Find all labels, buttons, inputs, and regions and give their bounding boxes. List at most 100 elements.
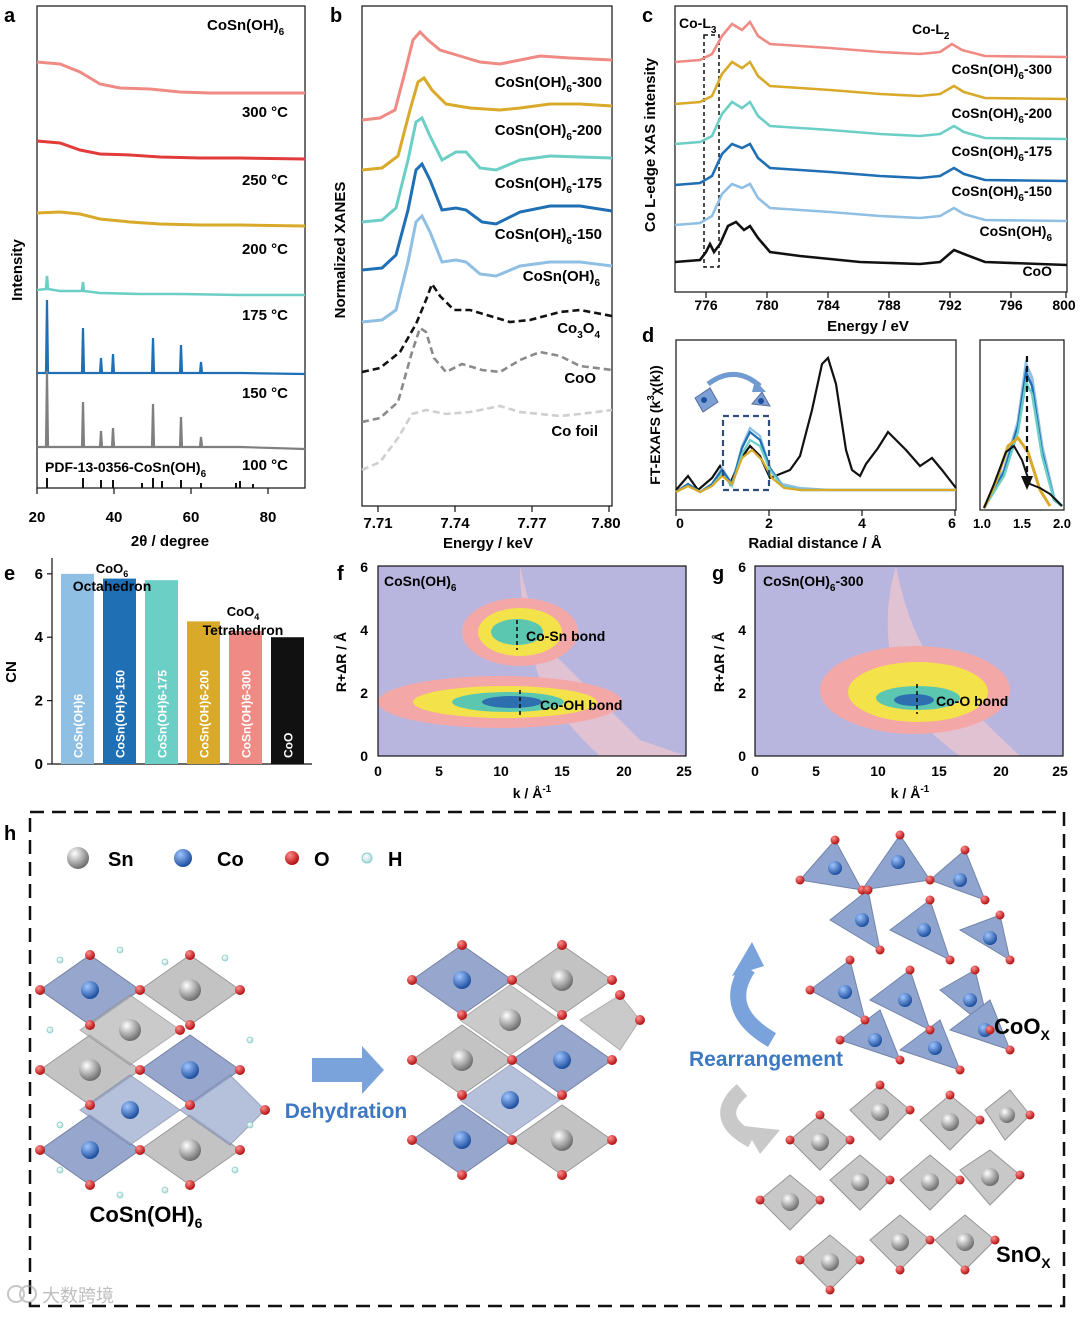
- xanes-cofoil-curve: [361, 404, 613, 472]
- xanes-150-curve: [361, 161, 613, 272]
- xanes-label-cofoil: Co foil: [551, 423, 598, 440]
- co-l3-marker-box: [703, 34, 720, 268]
- panel-e-letter: e: [4, 563, 15, 585]
- panel-g-xtick-15: 15: [931, 763, 947, 779]
- panel-c-xtick-796: 796: [999, 297, 1023, 313]
- panel-f-xtick-0: 0: [374, 763, 382, 779]
- temp-label-100: 100 °C: [242, 457, 288, 474]
- rearrangement-label: Rearrangement: [689, 1048, 843, 1071]
- xas-cosnoh6-curve: [674, 182, 1068, 227]
- legend-h: H: [388, 849, 402, 871]
- panel-c-xtick-780: 780: [755, 297, 779, 313]
- wavelet-f-oh-core: [482, 696, 542, 708]
- panel-b-xtick-3: 7.80: [591, 515, 620, 532]
- exafs-zoom-box: [721, 414, 771, 492]
- temp-label-200: 200 °C: [242, 241, 288, 258]
- xanes-175-curve: [361, 115, 613, 224]
- panel-a: a CoSn(OH)6 Intensity 300 °C 250 °C 200 …: [4, 5, 306, 550]
- panel-g-ytick-4: 4: [738, 622, 746, 638]
- wavelet-map-g: [755, 566, 1063, 756]
- panel-g-xticks: 0 5 10 15 20 25: [751, 763, 1068, 779]
- xanes-label-co3o4: Co3O4: [557, 320, 600, 341]
- panel-b-xticks: [377, 506, 610, 512]
- panel-d-xtick-2: 2: [765, 515, 773, 531]
- xas-coo-curve: [674, 220, 1068, 267]
- panel-d-inset-frame: [979, 339, 1065, 511]
- inset-shift-arrow-head: [1021, 476, 1033, 490]
- cn-ytick-2: 2: [35, 693, 43, 710]
- panel-c-xtick-784: 784: [816, 297, 840, 313]
- panel-g-xtick-10: 10: [870, 763, 886, 779]
- xas-label-150: CoSn(OH)6-150: [952, 183, 1053, 204]
- pdf-reference-label: PDF-13-0356-CoSn(OH)6: [45, 459, 207, 480]
- panel-d-letter: d: [642, 325, 654, 347]
- wavelet-g-core: [894, 694, 934, 706]
- panel-g-xtick-0: 0: [751, 763, 759, 779]
- panel-d-ylabel: FT-EXAFS (k3χ(k)): [646, 365, 663, 484]
- panel-c: c Co L-edge XAS intensity Co-L3 Co-L2 Co…: [642, 5, 1076, 335]
- octahedron-label: Octahedron: [73, 578, 152, 594]
- panel-f-letter: f: [337, 563, 344, 585]
- temp-label-150: 150 °C: [242, 385, 288, 402]
- rearrangement-arrow-down: [720, 1083, 756, 1148]
- cn-ytick-6: 6: [35, 566, 43, 583]
- panel-c-ylabel: Co L-edge XAS intensity: [642, 57, 659, 232]
- panel-g-xlabel: k / Å-1: [891, 784, 930, 801]
- panel-b: b Normalized XANES CoSn(OH)6-300 CoSn(OH…: [330, 5, 621, 552]
- rearrangement-arrow-up-head: [732, 942, 764, 976]
- panel-c-frame: [674, 5, 1068, 293]
- panel-g-ylabel: R+ΔR / Å: [711, 632, 727, 692]
- panel-c-xlabel: Energy / eV: [827, 318, 909, 335]
- inset-coo-curve: [983, 444, 1063, 509]
- xrd-200C-curve: [36, 210, 306, 228]
- panel-h: h Sn Co O H: [4, 810, 1066, 1308]
- temp-label-250: 250 °C: [242, 172, 288, 189]
- watermark: 大数跨境: [7, 1285, 114, 1306]
- panel-a-frame: [36, 5, 306, 489]
- panel-c-xtick-792: 792: [938, 297, 962, 313]
- co-atom-icon: [174, 849, 192, 867]
- co-sn-bond-label: Co-Sn bond: [526, 628, 605, 644]
- cosnoh6-label: CoSn(OH)6: [90, 1202, 203, 1231]
- panel-d-frame: [675, 339, 957, 511]
- inset-xtick-1.0: 1.0: [973, 516, 991, 531]
- panel-g: g CoSn(OH)6-300 Co-O bond R+ΔR / Å 0 2 4…: [711, 559, 1068, 801]
- co-l2-label: Co-L2: [912, 21, 950, 42]
- panel-g-ytick-0: 0: [738, 748, 746, 764]
- panel-g-xtick-25: 25: [1052, 763, 1068, 779]
- xrd-150C-curve: [37, 299, 306, 376]
- panel-b-xtick-1: 7.74: [440, 515, 470, 532]
- panel-f-xlabel: k / Å-1: [513, 784, 552, 801]
- pdf-reference-sticks: [46, 478, 254, 488]
- cn-bar-label-3: CoSn(OH)6-200: [198, 670, 212, 758]
- cn-bar-0: [61, 573, 94, 764]
- panel-b-xtick-2: 7.77: [517, 515, 546, 532]
- wavelet-map-f: [378, 566, 686, 756]
- rearrangement-arrow-up: [730, 963, 777, 1047]
- transform-arrow: [706, 372, 762, 388]
- tetrahedron-title: CoO4: [227, 604, 259, 622]
- panel-f-title: CoSn(OH)6: [384, 573, 457, 594]
- inset-xtick-1.5: 1.5: [1013, 516, 1031, 531]
- panel-h-frame: [28, 810, 1066, 1308]
- panel-d-xticks: [675, 510, 956, 516]
- xanes-coo-curve: [361, 325, 613, 424]
- wavelet-f-sn-inner: [491, 619, 543, 645]
- panel-f-yticks: 0 2 4 6: [360, 559, 368, 764]
- panel-f-ytick-4: 4: [360, 622, 368, 638]
- co-o-bond-label: Co-O bond: [936, 693, 1008, 709]
- panel-g-xtick-20: 20: [993, 763, 1009, 779]
- watermark-logo: [7, 1285, 25, 1303]
- xanes-cosnoh6-curve: [361, 213, 613, 324]
- panel-c-letter: c: [642, 5, 653, 27]
- o-atom-icon: [285, 851, 299, 865]
- cn-bar-5: [271, 637, 304, 764]
- xas-150-curve: [674, 142, 1068, 187]
- xas-label-coo: CoO: [1022, 263, 1052, 279]
- cn-bar-label-1: CoSn(OH)6-150: [114, 670, 128, 758]
- panel-b-frame: [361, 5, 613, 507]
- panel-a-xticks: [36, 488, 269, 494]
- panel-g-frame: [754, 565, 1064, 757]
- panel-a-xtick-40: 40: [106, 509, 123, 526]
- temp-label-300: 300 °C: [242, 104, 288, 121]
